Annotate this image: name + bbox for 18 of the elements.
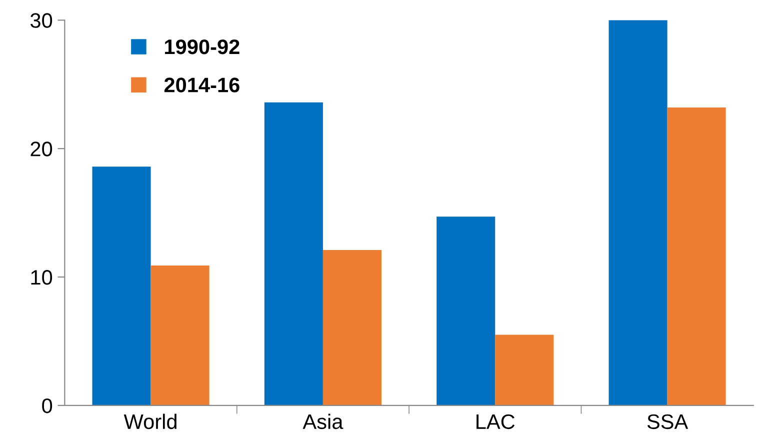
x-tick-label: World — [124, 414, 176, 430]
bar — [264, 102, 323, 406]
y-tick-label: 10 — [31, 270, 52, 285]
x-tick-label: SSA — [647, 414, 688, 430]
bar — [150, 265, 210, 406]
legend-label: 1990-92 — [165, 39, 240, 54]
x-tick-label: Asia — [302, 414, 344, 430]
y-tick-label: 0 — [42, 398, 52, 414]
bar — [608, 20, 668, 406]
x-tick-label: LAC — [476, 414, 515, 430]
bar — [667, 107, 726, 406]
y-tick-label: 20 — [30, 142, 52, 156]
bar — [495, 334, 554, 406]
bar — [436, 216, 496, 406]
y-tick-label: 30 — [30, 13, 52, 28]
bar — [322, 250, 382, 406]
legend-label: 2014-16 — [164, 78, 240, 92]
bar — [92, 166, 151, 406]
